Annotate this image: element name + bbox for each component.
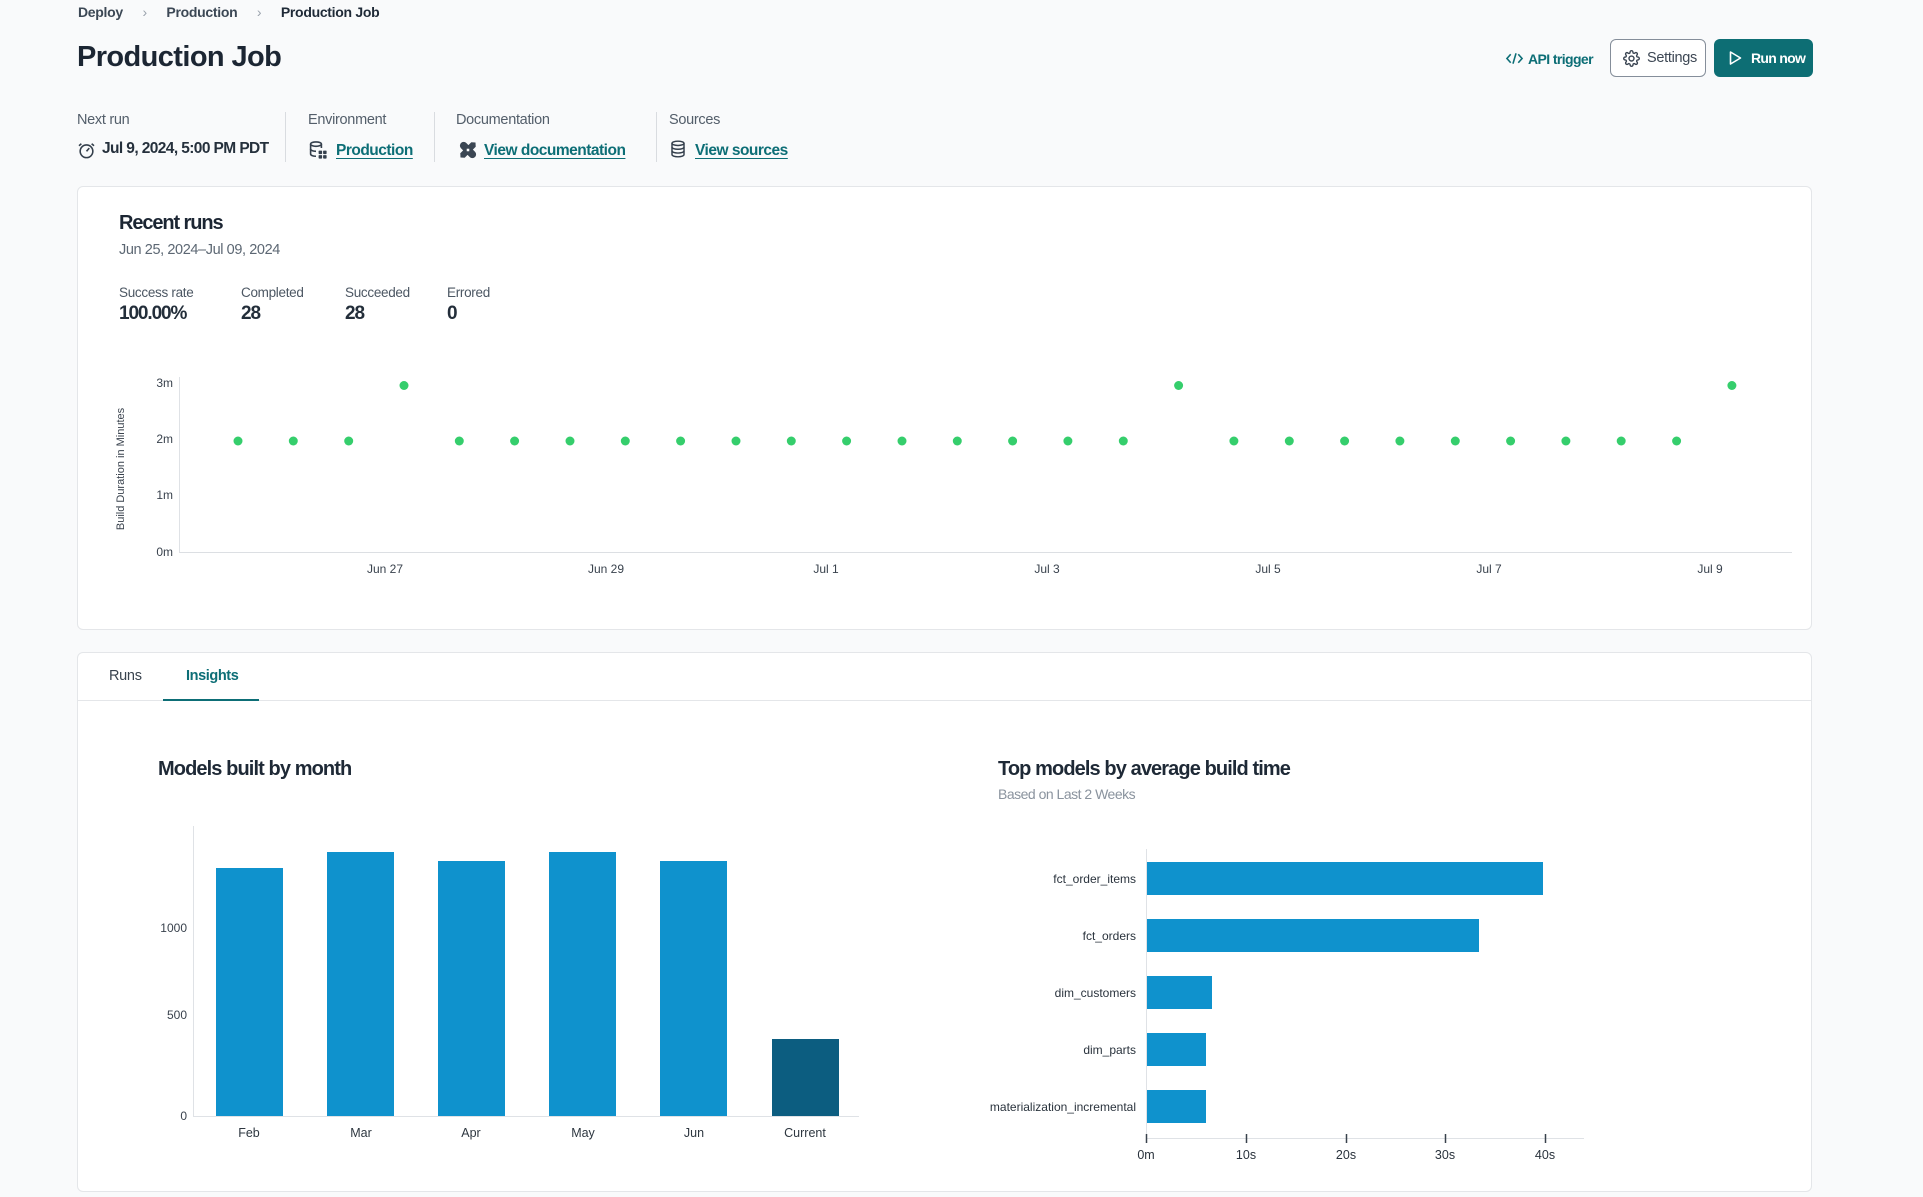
svg-text:40s: 40s — [1535, 1148, 1555, 1162]
svg-text:Jun 27: Jun 27 — [367, 562, 403, 576]
svg-text:20s: 20s — [1336, 1148, 1356, 1162]
svg-text:0m: 0m — [156, 545, 173, 559]
svg-text:30s: 30s — [1435, 1148, 1455, 1162]
svg-text:Jul 1: Jul 1 — [813, 562, 839, 576]
svg-text:Build Duration in Minutes: Build Duration in Minutes — [115, 407, 127, 530]
svg-text:3m: 3m — [156, 376, 173, 390]
svg-text:2m: 2m — [156, 432, 173, 446]
svg-text:Jul 9: Jul 9 — [1697, 562, 1723, 576]
svg-text:materialization_incremental: materialization_incremental — [990, 1100, 1136, 1114]
svg-text:Jul 3: Jul 3 — [1034, 562, 1060, 576]
svg-text:10s: 10s — [1236, 1148, 1256, 1162]
svg-text:0m: 0m — [1137, 1148, 1154, 1162]
svg-text:dim_customers: dim_customers — [1055, 986, 1136, 1000]
svg-text:Jul 7: Jul 7 — [1476, 562, 1502, 576]
svg-text:dim_parts: dim_parts — [1083, 1043, 1136, 1057]
svg-text:1000: 1000 — [160, 921, 187, 935]
svg-text:Feb: Feb — [238, 1126, 260, 1140]
svg-text:Jul 5: Jul 5 — [1255, 562, 1281, 576]
svg-text:Current: Current — [784, 1126, 826, 1140]
svg-text:500: 500 — [167, 1008, 187, 1022]
svg-text:fct_orders: fct_orders — [1083, 929, 1136, 943]
svg-text:1m: 1m — [156, 488, 173, 502]
svg-text:Jun 29: Jun 29 — [588, 562, 624, 576]
svg-text:fct_order_items: fct_order_items — [1053, 872, 1136, 886]
svg-text:Jun: Jun — [684, 1126, 704, 1140]
svg-text:Mar: Mar — [350, 1126, 372, 1140]
svg-text:0: 0 — [180, 1109, 187, 1123]
svg-text:Apr: Apr — [461, 1126, 480, 1140]
svg-text:May: May — [571, 1126, 595, 1140]
